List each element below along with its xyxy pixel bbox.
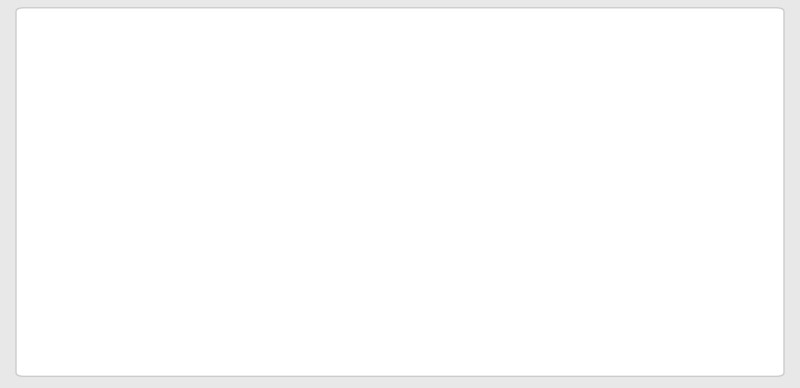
Text: $+\,6)$: $+\,6)$ [413, 259, 444, 277]
Text: Completely factor this quadratic expression:: Completely factor this quadratic express… [53, 114, 294, 125]
Text: 8: 8 [392, 197, 401, 210]
FancyBboxPatch shape [259, 242, 295, 293]
Text: $4x^2 + 12x - 72.$: $4x^2 + 12x - 72.$ [53, 149, 149, 166]
Text: $4x$: $4x$ [430, 197, 448, 210]
FancyBboxPatch shape [332, 242, 365, 293]
Text: 4: 4 [182, 197, 190, 210]
Text: Next: Next [331, 310, 364, 323]
Text: 3: 3 [342, 265, 350, 278]
Text: 4: 4 [270, 265, 278, 278]
Text: 3: 3 [224, 197, 232, 210]
Text: Correct: Correct [76, 27, 139, 42]
FancyBboxPatch shape [375, 242, 408, 293]
Text: ✓: ✓ [355, 243, 363, 253]
Text: $x$: $x$ [307, 197, 318, 210]
Text: $x$: $x$ [384, 265, 394, 278]
Text: $)($: $)($ [367, 259, 380, 277]
Text: ✓: ✓ [398, 243, 406, 253]
Text: $x^2$: $x^2$ [136, 196, 152, 212]
Text: ✓: ✓ [285, 243, 294, 253]
Text: $(\,x\,-$: $(\,x\,-$ [300, 259, 336, 277]
FancyBboxPatch shape [297, 285, 398, 347]
Text: 1: 1 [350, 197, 358, 210]
Text: 2: 2 [266, 197, 274, 210]
Text: Drag each term to the correct location on the expression. Each term can be used : Drag each term to the correct location o… [53, 70, 725, 80]
Text: 5: 5 [53, 27, 63, 42]
